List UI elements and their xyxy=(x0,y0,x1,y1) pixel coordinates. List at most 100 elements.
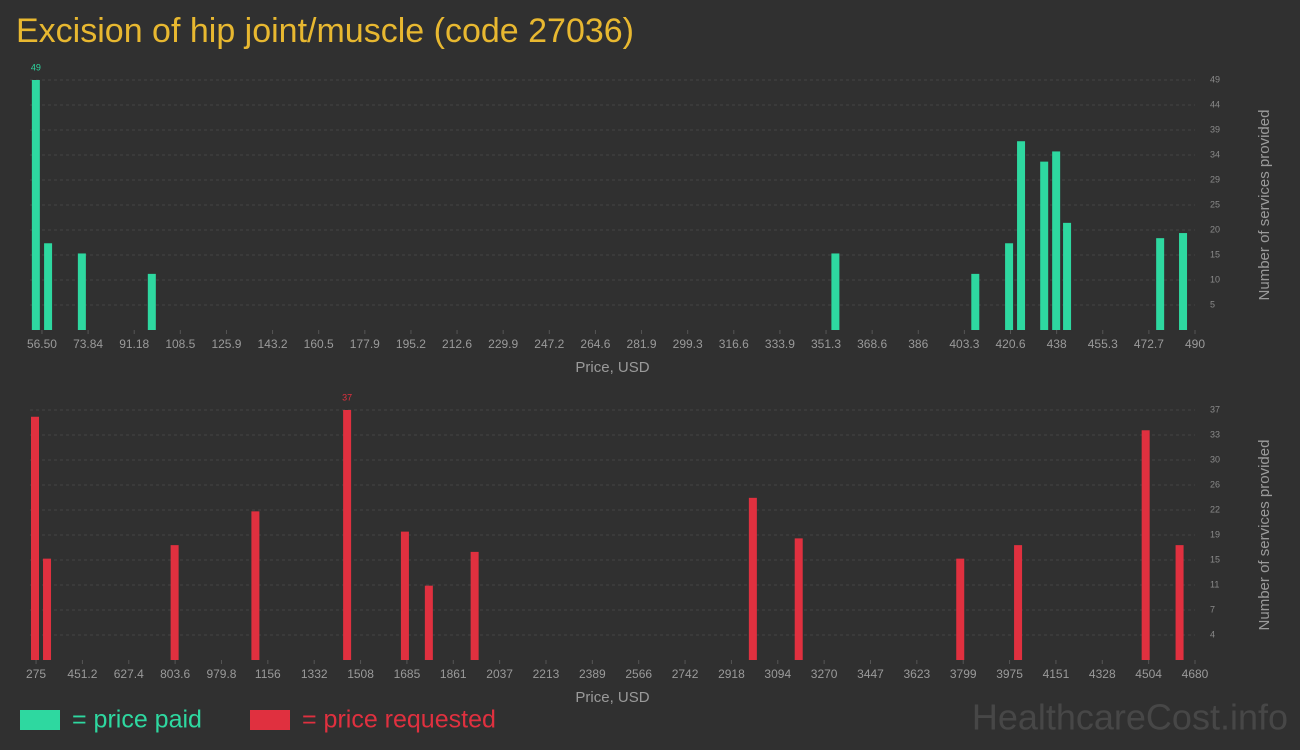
y-tick-label: 19 xyxy=(1210,529,1220,539)
x-tick-label: 333.9 xyxy=(765,337,795,351)
x-tick-label: 438 xyxy=(1047,337,1067,351)
x-axis-label: Price, USD xyxy=(575,359,649,376)
x-tick-label: 1332 xyxy=(301,667,328,681)
legend-label: = price paid xyxy=(72,706,202,734)
bar xyxy=(1179,233,1188,330)
x-tick-label: 177.9 xyxy=(350,337,380,351)
legend-label: = price requested xyxy=(302,706,496,734)
bar-value-label: 37 xyxy=(342,392,352,402)
x-tick-label: 979.8 xyxy=(206,667,236,681)
y-tick-label: 37 xyxy=(1210,404,1220,414)
x-tick-label: 247.2 xyxy=(534,337,564,351)
y-tick-label: 29 xyxy=(1210,174,1220,184)
bar xyxy=(343,410,352,660)
x-tick-label: 299.3 xyxy=(673,337,703,351)
y-tick-label: 26 xyxy=(1210,479,1220,489)
legend-swatch xyxy=(250,710,290,730)
x-tick-label: 56.50 xyxy=(27,337,57,351)
x-tick-label: 455.3 xyxy=(1088,337,1118,351)
bar xyxy=(794,538,803,660)
y-tick-label: 7 xyxy=(1210,604,1215,614)
y-tick-label: 10 xyxy=(1210,274,1220,284)
x-tick-label: 2213 xyxy=(533,667,560,681)
bar xyxy=(1141,430,1150,660)
x-tick-label: 281.9 xyxy=(627,337,657,351)
x-tick-label: 160.5 xyxy=(304,337,334,351)
x-tick-label: 451.2 xyxy=(67,667,97,681)
x-tick-label: 490 xyxy=(1185,337,1205,351)
bar xyxy=(77,253,86,330)
x-tick-label: 3094 xyxy=(764,667,791,681)
bar xyxy=(43,558,52,660)
x-tick-label: 403.3 xyxy=(949,337,979,351)
x-tick-label: 4151 xyxy=(1043,667,1070,681)
bar xyxy=(1175,545,1184,660)
x-tick-label: 1685 xyxy=(394,667,421,681)
bar xyxy=(400,531,409,660)
x-tick-label: 3623 xyxy=(904,667,931,681)
x-tick-label: 3975 xyxy=(996,667,1023,681)
x-tick-label: 2918 xyxy=(718,667,745,681)
x-tick-label: 4504 xyxy=(1135,667,1162,681)
bar xyxy=(147,273,156,330)
bar xyxy=(1063,222,1072,330)
x-tick-label: 264.6 xyxy=(580,337,610,351)
x-tick-label: 2742 xyxy=(672,667,699,681)
y-tick-label: 22 xyxy=(1210,504,1220,514)
bar xyxy=(1052,151,1061,330)
x-tick-label: 108.5 xyxy=(165,337,195,351)
legend-swatch xyxy=(20,710,60,730)
bar xyxy=(748,497,757,660)
x-tick-label: 212.6 xyxy=(442,337,472,351)
x-tick-label: 3270 xyxy=(811,667,838,681)
x-tick-label: 1861 xyxy=(440,667,467,681)
page-title: Excision of hip joint/muscle (code 27036… xyxy=(16,12,634,50)
bar xyxy=(44,243,53,330)
y-axis-label: Number of services provided xyxy=(1256,440,1273,631)
bar xyxy=(1014,545,1023,660)
y-tick-label: 20 xyxy=(1210,224,1220,234)
y-tick-label: 39 xyxy=(1210,124,1220,134)
y-tick-label: 15 xyxy=(1210,554,1220,564)
x-tick-label: 229.9 xyxy=(488,337,518,351)
bar xyxy=(1040,161,1049,330)
bar xyxy=(1017,141,1026,330)
x-tick-label: 143.2 xyxy=(258,337,288,351)
x-tick-label: 472.7 xyxy=(1134,337,1164,351)
bar xyxy=(251,511,260,660)
y-tick-label: 4 xyxy=(1210,629,1215,639)
bar xyxy=(424,585,433,660)
x-tick-label: 1508 xyxy=(347,667,374,681)
x-tick-label: 125.9 xyxy=(211,337,241,351)
x-tick-label: 2566 xyxy=(625,667,652,681)
y-tick-label: 44 xyxy=(1210,99,1220,109)
x-tick-label: 73.84 xyxy=(73,337,103,351)
bar xyxy=(971,273,980,330)
x-tick-label: 2389 xyxy=(579,667,606,681)
bar xyxy=(31,80,40,330)
y-tick-label: 49 xyxy=(1210,74,1220,84)
x-tick-label: 627.4 xyxy=(114,667,144,681)
bar xyxy=(956,558,965,660)
bar xyxy=(170,545,179,660)
x-tick-label: 368.6 xyxy=(857,337,887,351)
y-tick-label: 5 xyxy=(1210,299,1215,309)
x-tick-label: 4328 xyxy=(1089,667,1116,681)
x-tick-label: 420.6 xyxy=(995,337,1025,351)
y-tick-label: 33 xyxy=(1210,429,1220,439)
x-tick-label: 3447 xyxy=(857,667,884,681)
x-tick-label: 4680 xyxy=(1182,667,1209,681)
x-tick-label: 803.6 xyxy=(160,667,190,681)
y-axis-label: Number of services provided xyxy=(1256,110,1273,301)
x-tick-label: 1156 xyxy=(255,667,281,681)
y-tick-label: 34 xyxy=(1210,149,1220,159)
x-tick-label: 3799 xyxy=(950,667,977,681)
bar xyxy=(831,253,840,330)
bar xyxy=(1005,243,1014,330)
watermark: HealthcareCost.info xyxy=(972,697,1288,738)
bar xyxy=(470,551,479,660)
y-tick-label: 25 xyxy=(1210,199,1220,209)
x-tick-label: 316.6 xyxy=(719,337,749,351)
